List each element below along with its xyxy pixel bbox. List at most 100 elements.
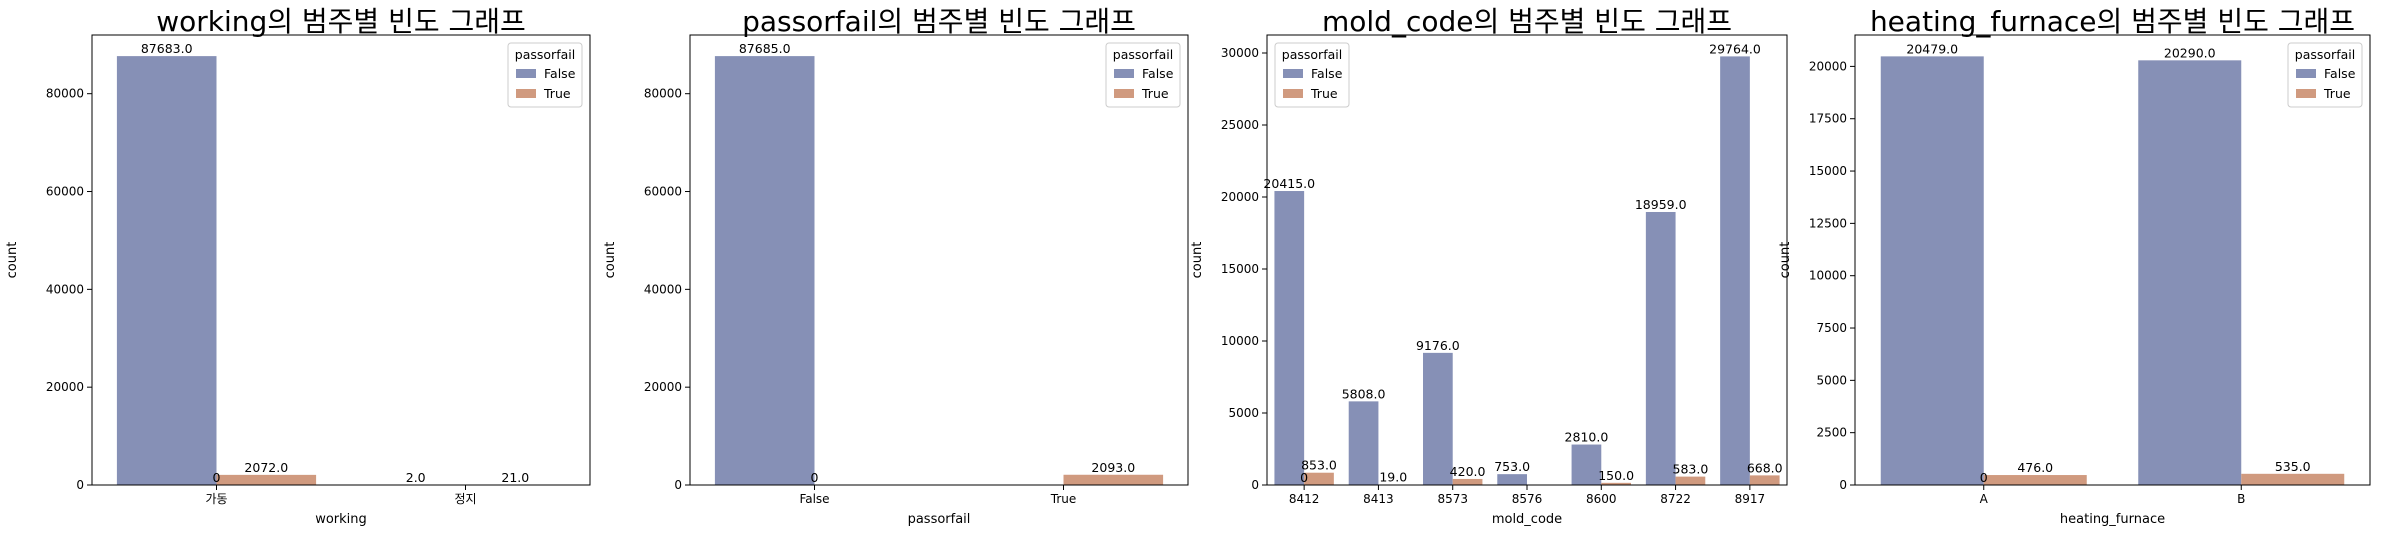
legend-entry-true: True: [1310, 86, 1338, 101]
data-label: 476.0: [2017, 460, 2053, 475]
bar-true-가동: [217, 475, 317, 485]
x-axis-label: working: [315, 512, 367, 527]
data-label: 87685.0: [739, 41, 791, 56]
y-axis-label: count: [5, 242, 20, 279]
y-axis-label: count: [603, 242, 618, 279]
y-tick-label: 2500: [1816, 426, 1847, 440]
legend-swatch-true: [1283, 89, 1303, 98]
x-tick-label: 8722: [1660, 492, 1691, 506]
legend-swatch-false: [1283, 69, 1303, 78]
bar-true-8722: [1676, 477, 1706, 485]
legend-swatch-true: [2296, 89, 2316, 98]
data-label: 9176.0: [1416, 338, 1460, 353]
x-tick-label: B: [2237, 492, 2245, 506]
data-label: 2093.0: [1091, 460, 1135, 475]
y-tick-label: 80000: [46, 87, 84, 101]
chart-panel-working: working의 범주별 빈도 그래프 87683.0 2.0 2072.0 21.0 0…: [5, 5, 590, 527]
y-tick-label: 80000: [644, 87, 682, 101]
data-label: 20415.0: [1263, 176, 1315, 191]
bar-false-8573: [1423, 353, 1453, 485]
y-tick-label: 10000: [1809, 269, 1847, 283]
y-tick-label: 60000: [644, 185, 682, 199]
y-tick-label: 25000: [1221, 118, 1259, 132]
chart-title: passorfail의 범주별 빈도 그래프: [742, 5, 1136, 38]
data-label: 19.0: [1379, 470, 1407, 485]
data-label-zero: 0: [1980, 470, 1988, 485]
legend-entry-true: True: [543, 86, 571, 101]
bar-false-8412: [1274, 191, 1304, 485]
y-tick-label: 60000: [46, 185, 84, 199]
chart-title: mold_code의 범주별 빈도 그래프: [1322, 5, 1732, 38]
x-tick-label: 8573: [1437, 492, 1468, 506]
bar-false-False: [715, 56, 815, 485]
data-label: 29764.0: [1709, 41, 1761, 56]
y-tick-label: 20000: [46, 380, 84, 394]
x-tick-label: A: [1980, 492, 1989, 506]
y-tick-label: 15000: [1809, 164, 1847, 178]
bar-true-A: [1984, 475, 2087, 485]
chart-title: heating_furnace의 범주별 빈도 그래프: [1870, 5, 2355, 38]
bar-true-8917: [1750, 475, 1780, 485]
data-label: 753.0: [1494, 459, 1530, 474]
data-label: 21.0: [501, 470, 529, 485]
y-tick-label: 40000: [46, 282, 84, 296]
x-tick-label: 8412: [1289, 492, 1320, 506]
bar-false-B: [2138, 60, 2241, 485]
x-tick-label: 8600: [1586, 492, 1617, 506]
x-tick-label: True: [1050, 492, 1077, 506]
data-label: 535.0: [2275, 459, 2311, 474]
y-tick-label: 17500: [1809, 112, 1847, 126]
chart-panel-passorfail: passorfail의 범주별 빈도 그래프87685.02093.000200…: [603, 5, 1188, 527]
y-tick-label: 0: [76, 478, 84, 492]
data-label: 2810.0: [1565, 430, 1609, 445]
legend-entry-false: False: [2324, 66, 2356, 81]
legend-title: passorfail: [2295, 47, 2355, 62]
x-axis-label: heating_furnace: [2060, 512, 2165, 527]
legend-entry-true: True: [2323, 86, 2351, 101]
chart-panel-heating_furnace: heating_furnace의 범주별 빈도 그래프 20479.0 20290.…: [1778, 5, 2370, 527]
x-tick-label: 8413: [1363, 492, 1394, 506]
x-tick-label: False: [799, 492, 829, 506]
bar-true-B: [2241, 474, 2344, 485]
data-label: 2.0: [406, 470, 426, 485]
bar-false-8576: [1497, 474, 1527, 485]
y-tick-label: 40000: [644, 282, 682, 296]
legend-swatch-true: [516, 89, 536, 98]
data-label: 2072.0: [244, 460, 288, 475]
x-axis-label: passorfail: [908, 512, 971, 527]
data-label: 668.0: [1747, 460, 1783, 475]
legend-swatch-false: [2296, 69, 2316, 78]
bar-true-8573: [1453, 479, 1483, 485]
bar-true-True: [1064, 475, 1164, 485]
bar-false-8917: [1720, 56, 1750, 485]
data-label: 420.0: [1450, 464, 1486, 479]
legend-swatch-false: [516, 69, 536, 78]
bar-false-A: [1881, 56, 1984, 485]
x-axis-label: mold_code: [1492, 512, 1562, 527]
bar-false-가동: [117, 56, 217, 485]
legend-entry-true: True: [1141, 86, 1169, 101]
data-label-zero: 0: [1300, 470, 1308, 485]
y-tick-label: 0: [1251, 478, 1259, 492]
legend-swatch-true: [1114, 89, 1134, 98]
legend: passorfail False True: [2288, 43, 2362, 107]
chart-title: working의 범주별 빈도 그래프: [156, 5, 526, 38]
x-tick-label: 정지: [454, 492, 476, 506]
y-tick-label: 7500: [1816, 321, 1847, 335]
y-tick-label: 20000: [1809, 59, 1847, 73]
data-label: 87683.0: [141, 41, 193, 56]
x-tick-label: 8576: [1512, 492, 1543, 506]
legend-entry-false: False: [1311, 66, 1343, 81]
data-label: 20290.0: [2164, 45, 2216, 60]
bar-false-8722: [1646, 212, 1676, 485]
legend-swatch-false: [1114, 69, 1134, 78]
legend-title: passorfail: [1113, 47, 1173, 62]
y-tick-label: 10000: [1221, 334, 1259, 348]
data-label: 20479.0: [1906, 41, 1958, 56]
data-label: 150.0: [1598, 468, 1634, 483]
y-tick-label: 5000: [1816, 373, 1847, 387]
y-axis-label: count: [1190, 242, 1205, 279]
